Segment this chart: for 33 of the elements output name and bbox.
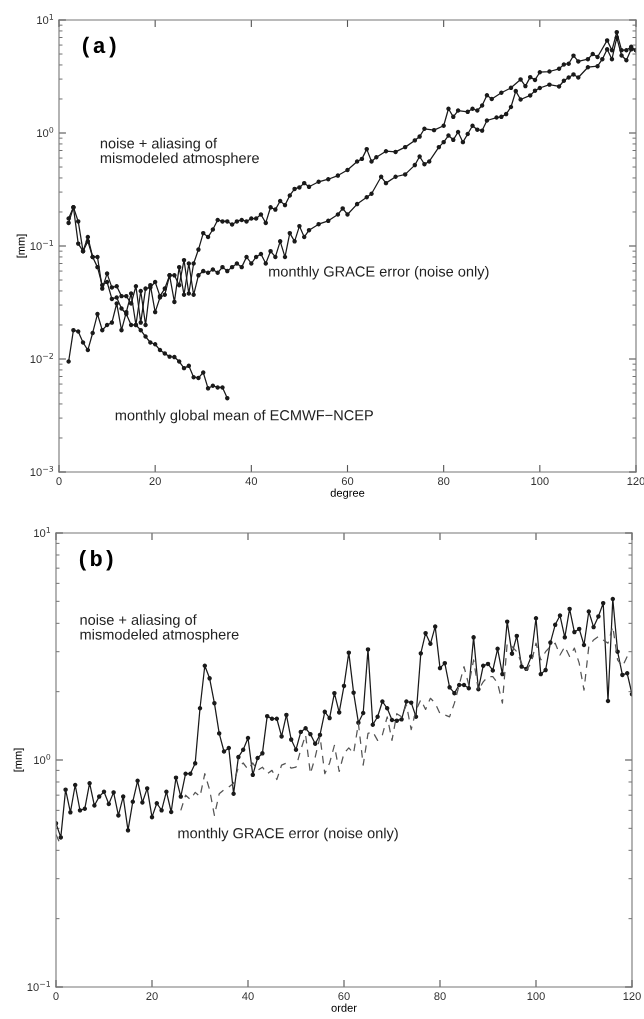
x-tick-label: 20 — [146, 992, 158, 1001]
text: (a) — [82, 36, 116, 58]
y-tick-label: 10$^{1}$ — [34, 527, 51, 538]
text: (b) — [79, 549, 113, 571]
y-tick-label: 10$^{1}$ — [37, 14, 54, 25]
y-axis-title: [mm] — [13, 748, 25, 772]
x-tick-label: 60 — [341, 477, 354, 486]
x-tick-label: 40 — [242, 992, 254, 1001]
x-tick-label: 120 — [623, 992, 641, 1001]
y-tick-label: 10$^{−1}$ — [30, 240, 54, 251]
x-tick-label: 80 — [434, 992, 446, 1001]
series-label: monthly GRACE error (noise only) — [178, 827, 398, 842]
text: noise + aliasing of mismodeled atmosphere — [100, 137, 259, 167]
y-tick-label: 10$^{0}$ — [34, 753, 51, 765]
x-tick-label: 80 — [437, 477, 450, 486]
x-tick-label: 100 — [531, 477, 549, 486]
x-tick-label: 100 — [527, 992, 545, 1001]
x-tick-label: 0 — [53, 992, 59, 1001]
x-axis-title: order — [331, 1003, 357, 1012]
x-tick-label: 60 — [338, 992, 350, 1001]
y-tick-label: 10$^{−3}$ — [30, 465, 54, 477]
y-axis-title: [mm] — [16, 234, 28, 258]
x-tick-label: 0 — [56, 477, 62, 486]
y-tick-label: 10$^{−1}$ — [27, 981, 51, 992]
y-tick-label: 10$^{0}$ — [37, 126, 54, 138]
x-tick-label: 20 — [149, 477, 161, 486]
series-label: monthly GRACE error (noise only) — [269, 265, 489, 280]
series-label: monthly global mean of ECMWF−NCEP — [115, 409, 373, 424]
text: noise + aliasing of mismodeled atmosphere — [80, 614, 239, 643]
x-tick-label: 40 — [245, 477, 258, 486]
y-tick-label: 10$^{−2}$ — [30, 352, 53, 364]
x-tick-label: 120 — [627, 477, 644, 486]
x-axis-title: degree — [330, 488, 365, 499]
